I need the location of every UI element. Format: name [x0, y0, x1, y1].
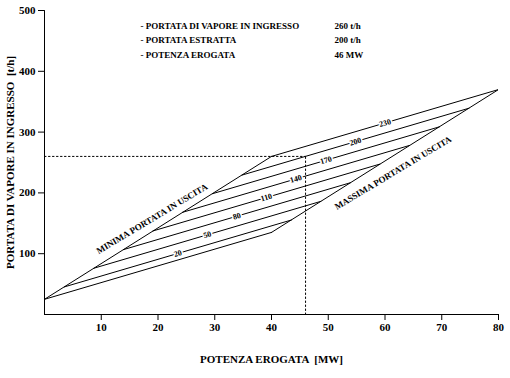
svg-text:110: 110	[260, 192, 274, 204]
svg-text:500: 500	[19, 4, 36, 16]
svg-text:- PORTATA DI VAPORE IN INGRESS: - PORTATA DI VAPORE IN INGRESSO- PORTATA…	[141, 21, 300, 60]
svg-text:20: 20	[173, 248, 183, 259]
svg-text:400: 400	[19, 65, 36, 77]
svg-text:MINIMA PORTATA IN USCITA: MINIMA PORTATA IN USCITA	[95, 181, 210, 256]
svg-text:20: 20	[153, 321, 165, 333]
svg-text:200: 200	[348, 136, 362, 148]
svg-text:MASSIMA PORTATA IN USCITA: MASSIMA PORTATA IN USCITA	[333, 134, 454, 212]
svg-text:60: 60	[380, 321, 392, 333]
svg-text:140: 140	[289, 173, 303, 185]
svg-text:50: 50	[202, 229, 212, 240]
svg-text:40: 40	[266, 321, 278, 333]
svg-text:30: 30	[209, 321, 221, 333]
svg-text:170: 170	[319, 154, 333, 166]
svg-text:230: 230	[378, 117, 392, 129]
svg-text:10: 10	[96, 321, 108, 333]
svg-text:260 t/h200 t/h46 MW: 260 t/h200 t/h46 MW	[335, 21, 364, 60]
svg-text:80: 80	[232, 211, 242, 222]
svg-text:PORTATA DI VAPORE IN INGRESSO: PORTATA DI VAPORE IN INGRESSO [t/h]	[4, 56, 16, 269]
svg-text:300: 300	[19, 126, 36, 138]
svg-text:50: 50	[323, 321, 335, 333]
svg-text:70: 70	[436, 321, 448, 333]
svg-text:100: 100	[19, 247, 36, 259]
svg-text:200: 200	[19, 186, 36, 198]
svg-text:80: 80	[493, 321, 505, 333]
svg-text:POTENZA EROGATA [MW]: POTENZA EROGATA [MW]	[200, 353, 343, 365]
